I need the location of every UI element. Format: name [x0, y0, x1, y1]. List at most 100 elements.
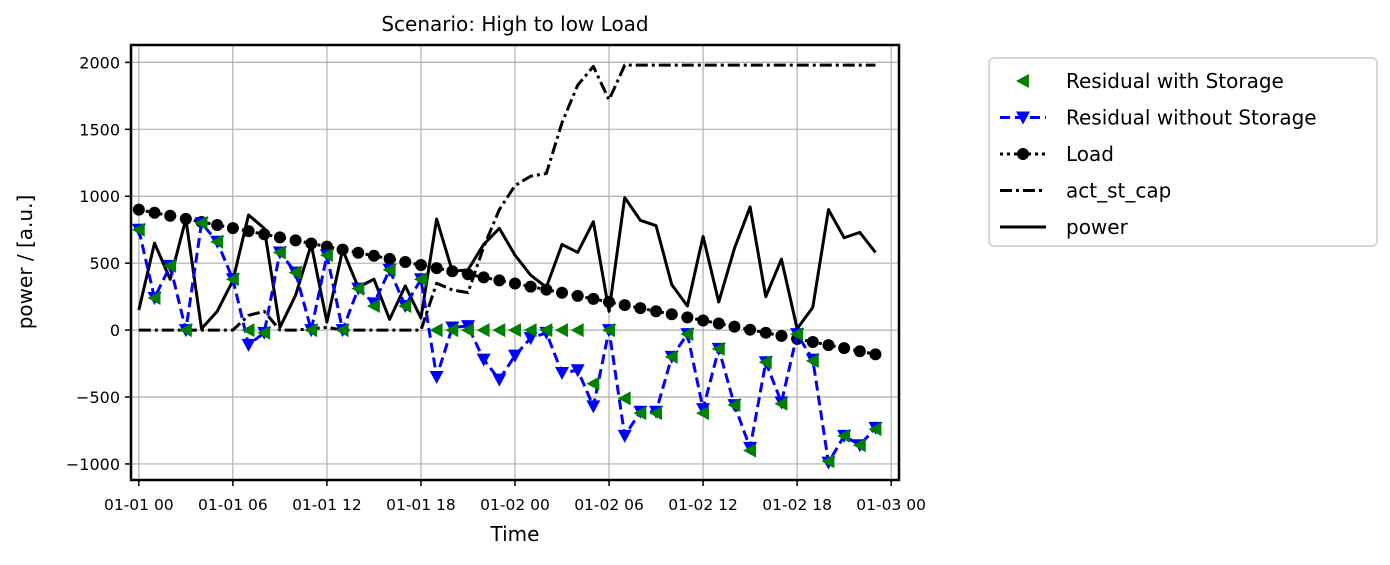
data-point	[681, 311, 694, 324]
data-point	[759, 326, 772, 339]
data-point	[179, 212, 192, 225]
data-point	[586, 400, 601, 414]
data-point	[711, 341, 725, 356]
data-point	[164, 209, 177, 222]
data-point	[335, 323, 349, 338]
data-point	[476, 323, 490, 338]
data-point	[805, 353, 819, 368]
data-point	[524, 280, 537, 293]
data-point	[476, 353, 491, 367]
y-tick-label: 500	[89, 254, 120, 273]
series-power	[137, 196, 877, 331]
data-point	[241, 338, 256, 352]
data-point	[712, 317, 725, 330]
grid-layer	[131, 45, 899, 480]
data-point	[430, 262, 443, 275]
data-point	[665, 308, 678, 321]
legend-entry-load: Load	[1000, 142, 1114, 166]
legend-entry-act-st-cap: act_st_cap	[1000, 179, 1171, 203]
legend-entry-residual-without-storage: Residual without Storage	[1000, 106, 1317, 130]
data-point	[147, 290, 161, 305]
data-point	[148, 206, 161, 219]
series-act-st-cap	[138, 63, 876, 332]
x-tick-label: 01-01 00	[104, 496, 174, 514]
data-point	[492, 323, 506, 338]
y-tick-label: 0	[110, 321, 120, 340]
data-point	[493, 274, 506, 287]
data-point	[790, 327, 804, 342]
data-point	[523, 323, 537, 338]
series-load	[132, 203, 882, 361]
data-point	[508, 349, 522, 363]
data-point	[305, 237, 318, 250]
data-point	[743, 443, 757, 458]
data-point	[650, 305, 663, 318]
legend-label: Load	[1066, 142, 1114, 166]
legend-label: Residual without Storage	[1066, 106, 1317, 130]
x-tick-label: 01-01 18	[386, 496, 456, 514]
data-point	[634, 302, 647, 315]
series-residual-with-storage	[131, 216, 882, 469]
data-point	[633, 406, 647, 421]
legend: Residual with Storage Residual without St…	[988, 57, 1378, 247]
data-point	[367, 249, 380, 262]
x-tick-label: 01-02 00	[480, 496, 550, 514]
y-tick-label: 1000	[79, 187, 120, 206]
data-point	[540, 283, 553, 296]
data-point	[775, 329, 788, 342]
data-point	[822, 339, 835, 352]
data-point	[728, 320, 741, 333]
data-point	[241, 323, 255, 338]
data-point	[163, 258, 177, 273]
data-point	[399, 255, 412, 268]
data-point	[273, 231, 286, 244]
x-tick-label: 01-01 06	[198, 496, 268, 514]
series-residual-without-storage	[131, 217, 883, 470]
data-point	[602, 323, 615, 338]
data-point	[806, 336, 819, 349]
data-point	[852, 438, 866, 453]
data-point	[477, 271, 490, 284]
series-line-act-st-cap	[138, 63, 876, 332]
legend-label: Residual with Storage	[1066, 69, 1284, 93]
data-point	[570, 323, 584, 338]
legend-label: act_st_cap	[1066, 179, 1171, 203]
x-tick-label: 01-02 12	[668, 496, 738, 514]
data-point	[429, 370, 444, 384]
data-point	[131, 222, 145, 237]
data-point	[382, 262, 396, 277]
legend-entry-power: power	[1000, 215, 1129, 239]
data-point	[492, 373, 507, 387]
data-point	[649, 406, 663, 421]
data-point	[460, 323, 474, 338]
data-point	[257, 325, 271, 340]
data-point	[586, 376, 600, 391]
y-tick-label: 1500	[79, 120, 120, 139]
data-point	[414, 259, 427, 272]
data-point	[571, 289, 584, 302]
data-point	[366, 299, 380, 313]
data-point	[226, 222, 239, 235]
data-point	[272, 245, 286, 260]
data-point	[509, 277, 521, 290]
y-tick-label: 2000	[79, 53, 120, 72]
legend-marker	[1016, 111, 1030, 125]
data-point	[680, 327, 694, 342]
data-point	[696, 406, 710, 421]
data-point	[383, 252, 396, 265]
x-axis: 01-01 00 01-01 06 01-01 12 01-01 18 01-02 00…	[104, 480, 926, 514]
data-point	[178, 323, 192, 338]
data-point	[868, 422, 882, 437]
y-axis-label: power / [a.u.]	[13, 195, 37, 330]
data-point	[837, 428, 851, 443]
x-tick-label: 01-01 12	[292, 496, 362, 514]
data-point	[258, 228, 271, 241]
data-point	[413, 272, 427, 287]
data-point	[744, 323, 757, 336]
data-point	[398, 299, 412, 313]
data-point	[697, 314, 710, 327]
data-point	[211, 219, 224, 232]
data-point	[617, 429, 632, 443]
data-point	[304, 323, 318, 338]
